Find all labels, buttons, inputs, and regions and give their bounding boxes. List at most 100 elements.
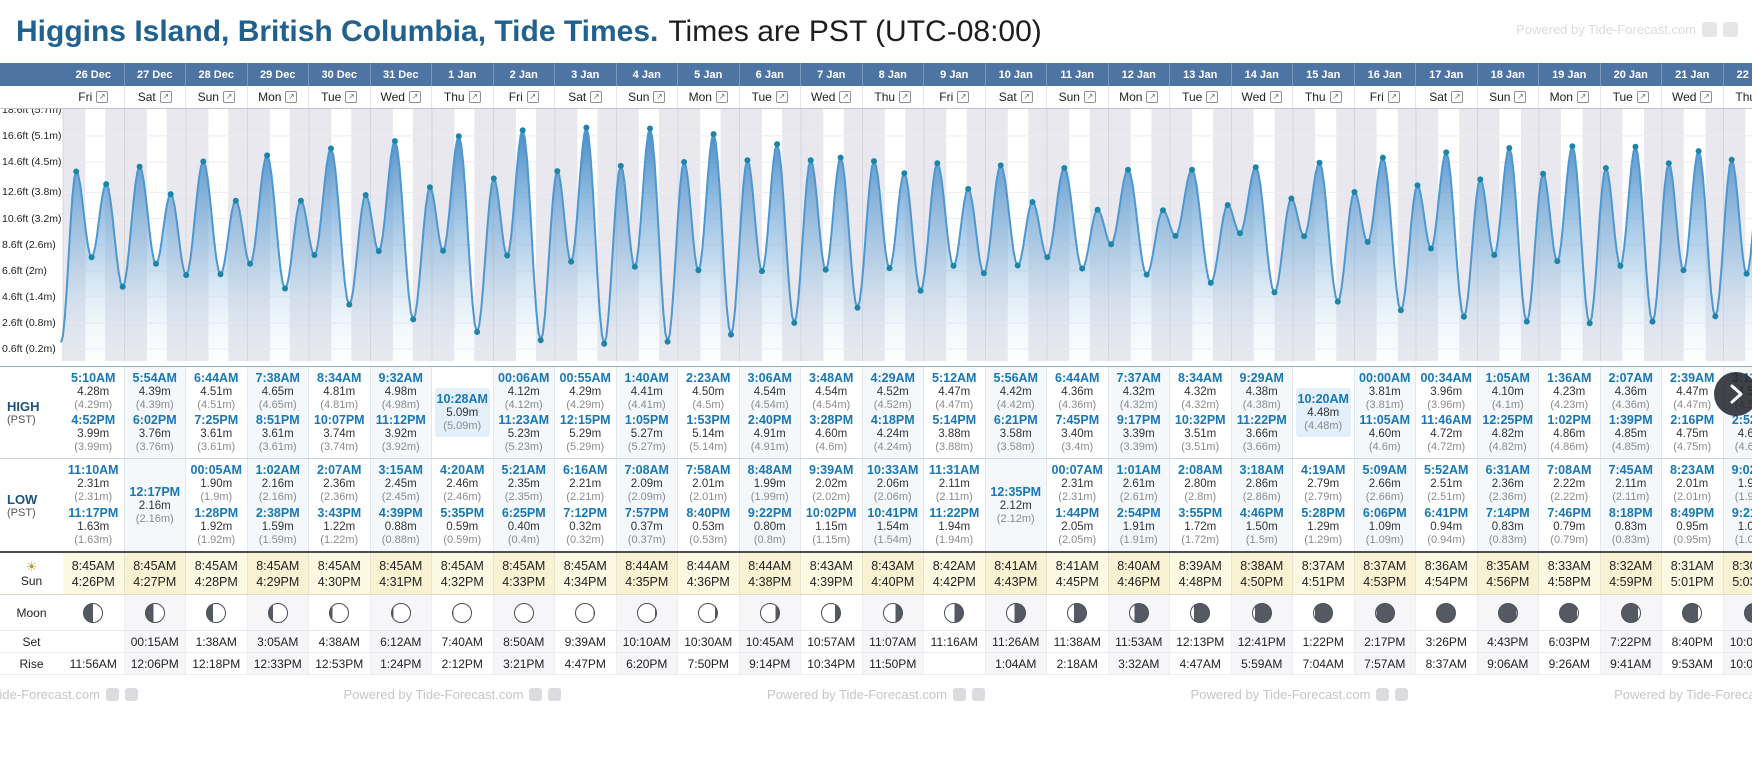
tide-height: 4.41m — [630, 386, 663, 398]
date-header-cell[interactable]: 29 Dec — [248, 63, 309, 86]
expand-day-icon[interactable]: ↗ — [653, 91, 666, 103]
tide-height-alt: (4.47m) — [935, 399, 974, 411]
sunset-time: 4:54PM — [1424, 574, 1468, 589]
tide-height: 5.27m — [630, 428, 663, 440]
expand-day-icon[interactable]: ↗ — [1206, 91, 1219, 103]
date-header-cell[interactable]: 22 Jan — [1724, 63, 1752, 86]
day-cell: Thu↗ — [863, 86, 924, 108]
date-header-cell[interactable]: 1 Jan — [432, 63, 494, 86]
y-axis-label: 6.6ft (2m) — [2, 264, 47, 277]
date-header-cell[interactable]: 3 Jan — [555, 63, 617, 86]
date-header-cell[interactable]: 26 Dec — [63, 63, 125, 86]
expand-day-icon[interactable]: ↗ — [839, 91, 852, 103]
date-header-cell[interactable]: 10 Jan — [986, 63, 1047, 86]
tide-event: 4:46PM 1.50m (1.5m) — [1233, 506, 1292, 547]
expand-day-icon[interactable]: ↗ — [1269, 91, 1282, 103]
tide-time: 00:07AM — [1051, 463, 1103, 477]
expand-day-icon[interactable]: ↗ — [96, 91, 109, 103]
set-row-label: Set — [0, 631, 63, 652]
date-header-cell[interactable]: 28 Dec — [186, 63, 248, 86]
date-header-cell[interactable]: 8 Jan — [863, 63, 924, 86]
expand-day-icon[interactable]: ↗ — [285, 91, 298, 103]
tide-height-alt: (2.06m) — [873, 491, 912, 503]
expand-day-icon[interactable]: ↗ — [957, 91, 970, 103]
sun-times-cell: 8:41AM 4:45PM — [1047, 553, 1109, 594]
tide-height: 4.65m — [261, 386, 294, 398]
tide-time: 6:41PM — [1424, 506, 1469, 520]
expand-day-icon[interactable]: ↗ — [1576, 91, 1589, 103]
date-header-cell[interactable]: 15 Jan — [1293, 63, 1355, 86]
tide-height: 0.37m — [630, 521, 663, 533]
sun-times-cell: 8:45AM 4:34PM — [555, 553, 617, 594]
moonrise-cell: 1:24PM — [370, 653, 432, 674]
tide-time: 5:52AM — [1424, 463, 1469, 477]
date-header-cell[interactable]: 5 Jan — [678, 63, 740, 86]
date-header-cell[interactable]: 17 Jan — [1416, 63, 1478, 86]
tide-height: 4.91m — [753, 428, 786, 440]
tide-time: 10:20AM — [1297, 392, 1349, 406]
tide-event: 12:25PM 4.82m (4.82m) — [1479, 413, 1538, 454]
footer-watermark: Powered by Tide-Forecast.com — [1191, 687, 1409, 702]
moon-phase-icon — [636, 602, 657, 623]
expand-day-icon[interactable]: ↗ — [715, 91, 728, 103]
watermark-text: Powered by Tide-Forecast.com — [1516, 22, 1696, 37]
tide-height-alt: (2.01m) — [689, 491, 728, 503]
date-header-cell[interactable]: 20 Jan — [1601, 63, 1662, 86]
tide-height: 4.32m — [1184, 386, 1217, 398]
date-header-cell[interactable]: 12 Jan — [1109, 63, 1170, 86]
day-cell: Wed ↗ — [801, 86, 863, 108]
date-header-cell[interactable]: 16 Jan — [1355, 63, 1416, 86]
tide-height: 2.79m — [1307, 478, 1340, 490]
expand-day-icon[interactable]: ↗ — [468, 91, 481, 103]
expand-day-icon[interactable]: ↗ — [526, 91, 539, 103]
expand-day-icon[interactable]: ↗ — [1083, 91, 1096, 103]
date-header-cell[interactable]: 30 Dec — [309, 63, 371, 86]
day-of-week-label: Sat — [137, 90, 156, 104]
date-header-cell[interactable]: 19 Jan — [1539, 63, 1601, 86]
expand-day-icon[interactable]: ↗ — [1020, 91, 1033, 103]
expand-day-icon[interactable]: ↗ — [222, 91, 235, 103]
date-header-cell[interactable]: 9 Jan — [924, 63, 986, 86]
expand-day-icon[interactable]: ↗ — [1700, 91, 1713, 103]
expand-day-icon[interactable]: ↗ — [590, 91, 603, 103]
tide-height-alt: (2.66m) — [1365, 491, 1404, 503]
expand-day-icon[interactable]: ↗ — [1514, 91, 1527, 103]
scroll-next-button[interactable] — [1714, 372, 1752, 416]
date-header-cell[interactable]: 7 Jan — [801, 63, 863, 86]
tide-height: 5.14m — [692, 428, 725, 440]
tide-height: 2.45m — [384, 478, 417, 490]
expand-day-icon[interactable]: ↗ — [899, 91, 912, 103]
date-header-cell[interactable]: 4 Jan — [617, 63, 678, 86]
expand-day-icon[interactable]: ↗ — [1329, 91, 1342, 103]
expand-day-icon[interactable]: ↗ — [1451, 91, 1464, 103]
tide-height-alt: (2.45m) — [381, 491, 420, 503]
day-cell: Thu↗ — [1293, 86, 1355, 108]
day-of-week-label: Sun — [628, 90, 650, 104]
day-of-week-label: Tue — [1612, 90, 1633, 104]
tide-height-alt: (4.36m) — [1611, 399, 1650, 411]
tide-height: 2.01m — [1676, 478, 1709, 490]
tide-time: 2:38PM — [255, 506, 300, 520]
moon-phase-cell — [1047, 595, 1109, 630]
expand-day-icon[interactable]: ↗ — [1636, 91, 1649, 103]
date-header-cell[interactable]: 21 Jan — [1662, 63, 1724, 86]
moon-phase-icon — [759, 602, 780, 623]
high-tide-cell: 1:40AM 4.41m (4.41m) 1:05PM 5.27m (5.27m) — [616, 367, 678, 458]
expand-day-icon[interactable]: ↗ — [775, 91, 788, 103]
date-header-cell[interactable]: 14 Jan — [1232, 63, 1293, 86]
expand-day-icon[interactable]: ↗ — [159, 91, 172, 103]
date-header-cell[interactable]: 2 Jan — [494, 63, 555, 86]
expand-day-icon[interactable]: ↗ — [1387, 91, 1400, 103]
date-header-cell[interactable]: 6 Jan — [740, 63, 801, 86]
expand-day-icon[interactable]: ↗ — [408, 91, 421, 103]
date-header-cell[interactable]: 13 Jan — [1170, 63, 1232, 86]
tide-event: 3:55PM 1.72m (1.72m) — [1171, 506, 1230, 547]
date-header-cell[interactable]: 18 Jan — [1478, 63, 1539, 86]
date-header-cell[interactable]: 27 Dec — [125, 63, 186, 86]
date-header-cell[interactable]: 31 Dec — [371, 63, 432, 86]
expand-day-icon[interactable]: ↗ — [345, 91, 358, 103]
tide-height-alt: (4.5m) — [692, 399, 725, 411]
low-tide-cell: 12:17PM 2.16m (2.16m) — [124, 459, 186, 551]
expand-day-icon[interactable]: ↗ — [1146, 91, 1159, 103]
date-header-cell[interactable]: 11 Jan — [1047, 63, 1109, 86]
